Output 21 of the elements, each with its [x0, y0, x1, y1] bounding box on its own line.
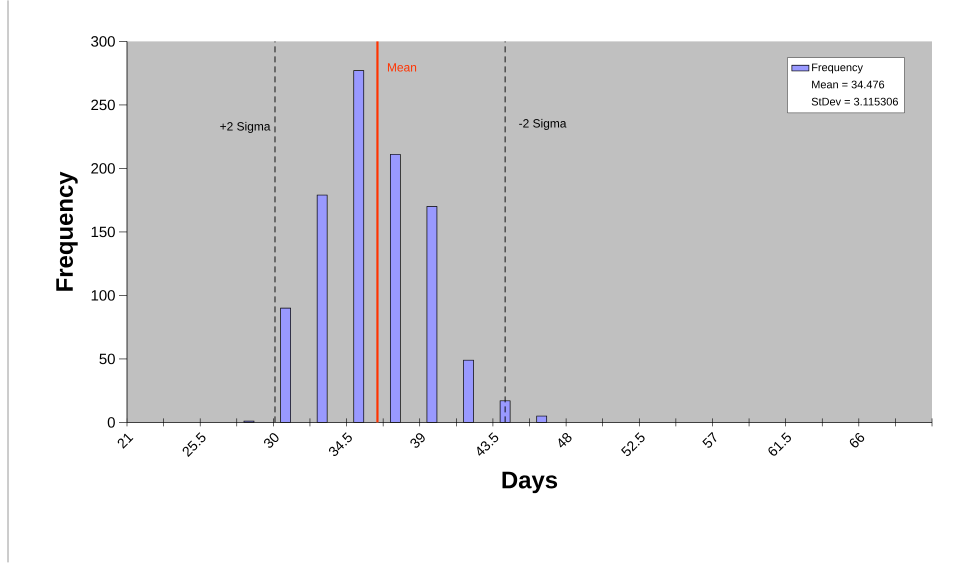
ref-line-label: +2 Sigma — [220, 122, 270, 134]
x-tick-label: 66 — [850, 433, 864, 448]
y-tick-label: 0 — [108, 417, 115, 428]
annotation: StDev = 3.115306 — [812, 98, 898, 106]
ref-line-label: -2 Sigma — [519, 118, 566, 130]
y-axis-title: Frequency — [56, 172, 78, 291]
y-tick-label: 300 — [91, 36, 115, 47]
x-tick-label: 48 — [558, 433, 572, 448]
annotation: Mean = 34.476 — [812, 80, 884, 88]
y-tick-label: 50 — [99, 354, 115, 364]
y-tick-label: 200 — [91, 163, 115, 174]
legend-label: Frequency — [812, 64, 863, 74]
ref-line-label: Mean — [388, 63, 416, 72]
y-tick-label: 250 — [91, 100, 115, 110]
x-tick-label: 39 — [410, 433, 425, 448]
x-tick-label: 30 — [264, 433, 279, 448]
x-axis-title: Days — [502, 472, 558, 494]
x-tick-label: 21 — [118, 434, 134, 449]
y-tick-label: 150 — [92, 226, 115, 238]
y-tick-label: 100 — [92, 290, 115, 301]
x-tick-label: 57 — [702, 432, 716, 448]
